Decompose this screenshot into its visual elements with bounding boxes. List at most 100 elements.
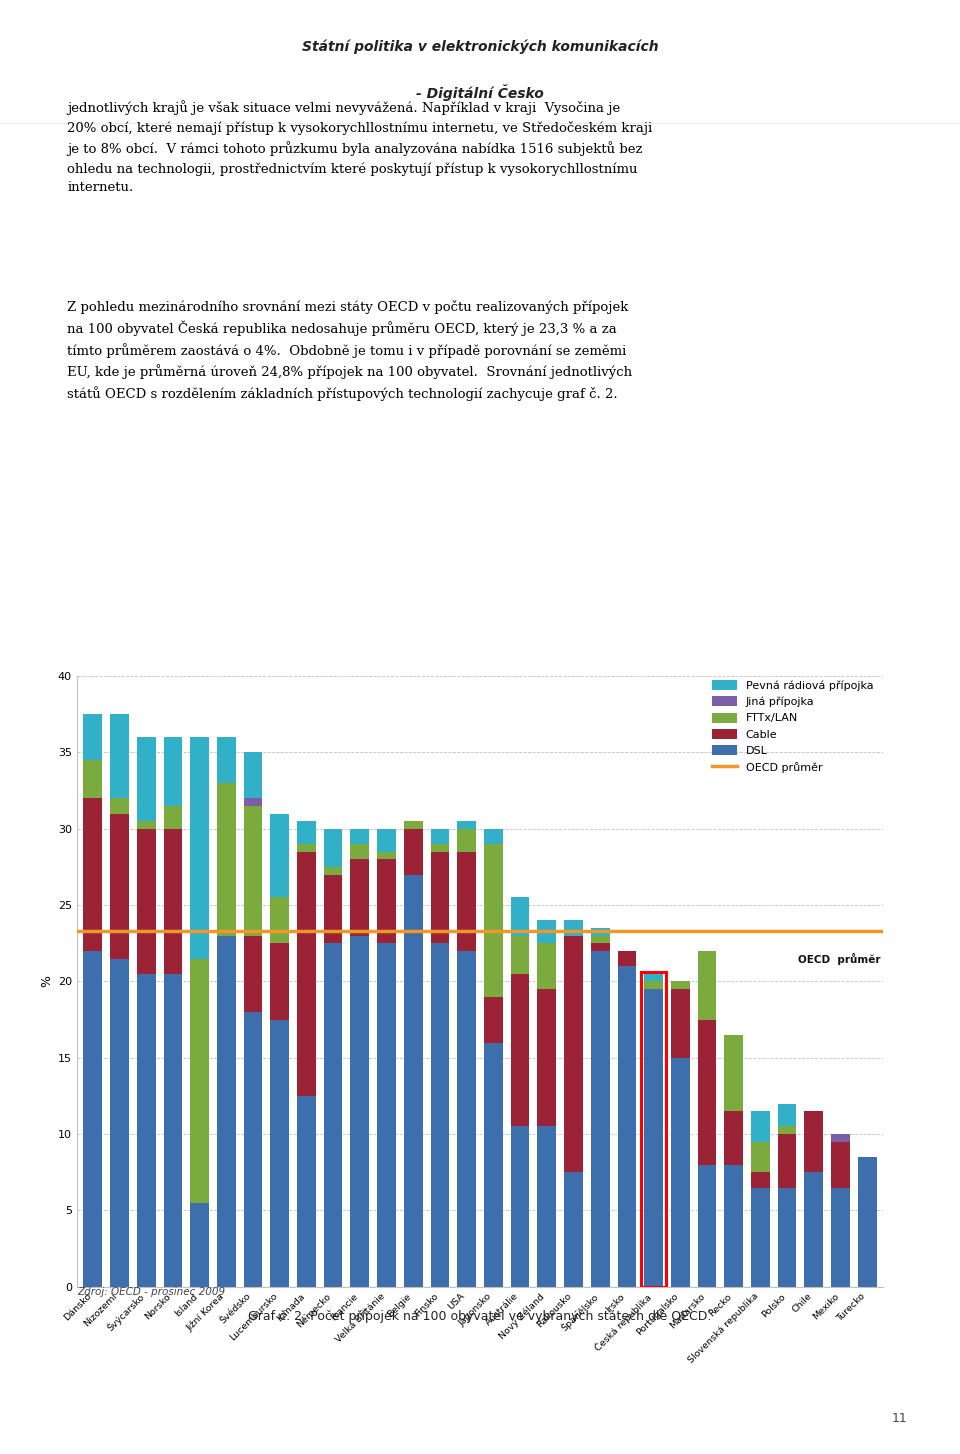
- Bar: [751, 1141, 770, 1172]
- Y-axis label: %: %: [40, 976, 54, 987]
- Bar: [511, 936, 529, 974]
- Bar: [271, 813, 289, 897]
- Bar: [831, 1141, 850, 1188]
- Bar: [217, 737, 235, 782]
- Bar: [751, 1111, 770, 1141]
- Bar: [271, 897, 289, 944]
- Bar: [297, 852, 316, 1096]
- Bar: [137, 737, 156, 822]
- Bar: [190, 737, 209, 958]
- Bar: [725, 1165, 743, 1287]
- Bar: [377, 829, 396, 852]
- Bar: [163, 806, 182, 829]
- Bar: [431, 852, 449, 944]
- Bar: [725, 1111, 743, 1165]
- Bar: [858, 1157, 876, 1287]
- Bar: [484, 829, 503, 843]
- Bar: [457, 829, 476, 852]
- Bar: [324, 829, 343, 867]
- Bar: [404, 822, 422, 829]
- Bar: [350, 859, 370, 936]
- Bar: [671, 981, 689, 989]
- Bar: [538, 944, 556, 989]
- Bar: [564, 1172, 583, 1287]
- Bar: [617, 965, 636, 1287]
- Text: Státní politika v elektronických komunikacích: Státní politika v elektronických komunik…: [301, 39, 659, 54]
- Bar: [377, 944, 396, 1287]
- Bar: [617, 951, 636, 965]
- Bar: [431, 944, 449, 1287]
- Bar: [244, 1012, 262, 1287]
- Bar: [163, 974, 182, 1287]
- Bar: [564, 920, 583, 936]
- Bar: [244, 752, 262, 798]
- Bar: [324, 944, 343, 1287]
- Bar: [831, 1188, 850, 1287]
- Bar: [404, 829, 422, 874]
- Bar: [377, 859, 396, 944]
- Bar: [324, 874, 343, 944]
- Bar: [137, 974, 156, 1287]
- Bar: [644, 989, 663, 1287]
- Bar: [511, 897, 529, 936]
- Bar: [217, 782, 235, 936]
- Bar: [698, 1019, 716, 1165]
- Bar: [110, 958, 129, 1287]
- Bar: [244, 936, 262, 1012]
- Bar: [110, 714, 129, 798]
- Bar: [431, 829, 449, 843]
- Bar: [538, 989, 556, 1127]
- Bar: [671, 1059, 689, 1287]
- Bar: [590, 936, 610, 944]
- Bar: [297, 843, 316, 852]
- Bar: [297, 1096, 316, 1287]
- Bar: [84, 798, 102, 951]
- Bar: [84, 951, 102, 1287]
- Text: Graf č. 2: Počet přípojek na 100 obyvatel ve vybraných státech dle OECD.: Graf č. 2: Počet přípojek na 100 obyvate…: [249, 1310, 711, 1323]
- Bar: [538, 920, 556, 944]
- Bar: [190, 1202, 209, 1287]
- Bar: [831, 1134, 850, 1141]
- Bar: [698, 1165, 716, 1287]
- Legend: Pevná rádiová přípojka, Jiná přípojka, FTTx/LAN, Cable, DSL, OECD průměr: Pevná rádiová přípojka, Jiná přípojka, F…: [708, 676, 877, 776]
- Bar: [244, 798, 262, 806]
- Bar: [671, 989, 689, 1059]
- Bar: [751, 1188, 770, 1287]
- Bar: [778, 1104, 797, 1127]
- Bar: [644, 981, 663, 989]
- Bar: [297, 822, 316, 843]
- Bar: [110, 798, 129, 813]
- Bar: [350, 843, 370, 859]
- Text: Z pohledu mezinárodního srovnání mezi státy OECD v počtu realizovaných přípojek
: Z pohledu mezinárodního srovnání mezi st…: [67, 300, 633, 401]
- Bar: [431, 843, 449, 852]
- Bar: [84, 760, 102, 798]
- Text: Zdroj: OECD - prosinec 2009: Zdroj: OECD - prosinec 2009: [77, 1287, 225, 1297]
- Bar: [484, 997, 503, 1043]
- Bar: [190, 958, 209, 1202]
- Bar: [271, 1019, 289, 1287]
- Bar: [377, 852, 396, 859]
- Bar: [457, 852, 476, 951]
- Bar: [324, 867, 343, 874]
- Bar: [590, 928, 610, 936]
- Bar: [564, 936, 583, 1172]
- Bar: [457, 951, 476, 1287]
- Bar: [457, 822, 476, 829]
- Text: jednotlivých krajů je však situace velmi nevyvážená. Například v kraji  Vysočina: jednotlivých krajů je však situace velmi…: [67, 100, 653, 193]
- Bar: [778, 1188, 797, 1287]
- Bar: [271, 944, 289, 1019]
- Bar: [804, 1172, 823, 1287]
- Bar: [110, 813, 129, 958]
- Bar: [511, 1127, 529, 1287]
- Bar: [778, 1127, 797, 1134]
- Text: 11: 11: [892, 1412, 907, 1425]
- Bar: [137, 822, 156, 829]
- Bar: [644, 974, 663, 981]
- Bar: [778, 1134, 797, 1188]
- Bar: [163, 737, 182, 806]
- Text: - Digitální Česko: - Digitální Česko: [416, 84, 544, 102]
- Bar: [84, 714, 102, 760]
- Bar: [137, 829, 156, 974]
- Bar: [511, 974, 529, 1127]
- Bar: [484, 843, 503, 997]
